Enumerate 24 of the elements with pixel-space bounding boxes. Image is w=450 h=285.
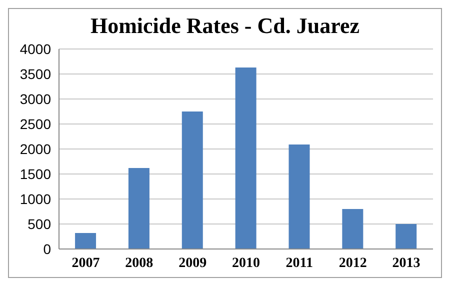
y-tick-label: 0 [43, 240, 52, 257]
y-tick-label: 3000 [20, 90, 52, 107]
bar [235, 68, 256, 249]
y-tick-label: 2000 [20, 140, 52, 157]
x-tick-label: 2009 [178, 256, 207, 271]
y-tick-label: 500 [28, 216, 52, 232]
y-tick-label: 2500 [20, 116, 52, 132]
x-tick-label: 2007 [72, 256, 100, 271]
y-tick-label: 1000 [20, 190, 52, 207]
bar [128, 168, 150, 249]
x-tick-label: 2008 [125, 256, 154, 271]
y-tick-label: 3500 [20, 66, 52, 82]
bar [396, 224, 417, 249]
chart-title: Homicide Rates - Cd. Juarez [89, 13, 361, 40]
bar [288, 144, 310, 249]
bar [75, 233, 96, 249]
x-tick-label: 2011 [286, 256, 314, 271]
bar [342, 209, 364, 249]
x-tick-label: 2012 [338, 256, 367, 271]
x-tick-label: 2010 [232, 256, 260, 271]
x-tick-label: 2013 [392, 256, 420, 271]
bar [182, 112, 203, 249]
y-tick-label: 4000 [20, 40, 52, 57]
y-tick-label: 1500 [20, 166, 52, 182]
